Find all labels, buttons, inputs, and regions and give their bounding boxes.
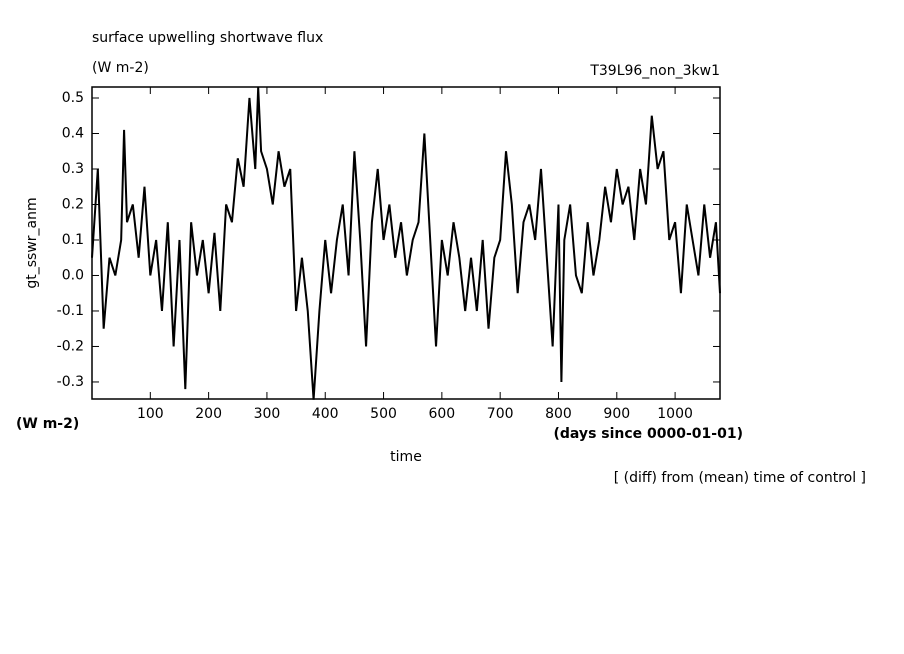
data-line [91,87,721,400]
y-tick-label: 0.1 [62,232,84,248]
units: (W m-2) [92,60,149,76]
x-axis-label: time [390,449,422,465]
x-tick-label: 500 [370,406,397,422]
y-tick-label: 0.3 [62,161,84,177]
chart-title: surface upwelling shortwave flux [92,30,323,46]
y-unit-label: (W m-2) [16,416,79,432]
x-tick-label: 400 [312,406,339,422]
y-tick-label: 0.0 [62,267,84,283]
y-tick-label: 0.4 [62,125,84,141]
run-label: T39L96_non_3kw1 [589,63,720,79]
y-tick-label: 0.5 [62,90,84,106]
x-tick-label: 600 [428,406,455,422]
x-tick-label: 300 [254,406,281,422]
y-axis-label: gt_sswr_anm [24,197,40,288]
x-tick-label: 100 [137,406,164,422]
y-tick-label: -0.2 [57,338,84,354]
y-tick-label: -0.3 [57,374,84,390]
x-tick-label: 700 [487,406,514,422]
note: [ (diff) from (mean) time of control ] [614,470,866,486]
x-tick-label: 900 [603,406,630,422]
y-tick-label: 0.2 [62,196,84,212]
x-tick-label: 800 [545,406,572,422]
x-unit-label: (days since 0000-01-01) [554,426,744,442]
x-tick-label: 1000 [657,406,693,422]
x-tick-label: 200 [195,406,222,422]
y-tick-label: -0.1 [57,303,84,319]
